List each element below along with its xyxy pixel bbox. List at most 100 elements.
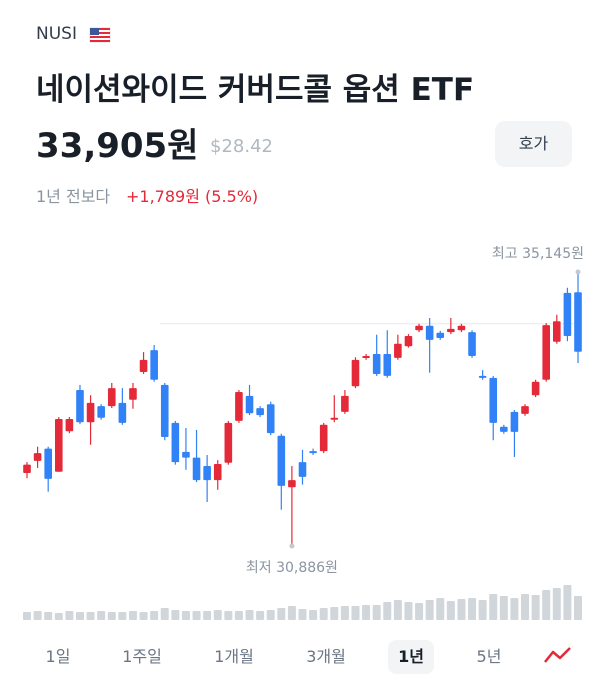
candle-body	[160, 384, 169, 438]
candle-body	[44, 448, 52, 479]
candle-body	[489, 377, 498, 423]
volume-bar	[393, 600, 402, 620]
volume-bar	[489, 594, 498, 620]
candle-body	[97, 406, 105, 418]
candle-body	[436, 332, 445, 338]
volume-bar	[224, 611, 233, 620]
candle-body	[309, 451, 317, 454]
volume-bar	[171, 610, 180, 620]
candle-body	[351, 359, 360, 387]
volume-bar	[510, 598, 519, 620]
candle-body	[54, 419, 63, 472]
volume-bar	[319, 608, 328, 620]
order-book-button[interactable]: 호가	[495, 121, 572, 167]
candle-body	[182, 451, 190, 458]
candle-body	[415, 325, 423, 331]
range-tab[interactable]: 5년	[476, 647, 502, 666]
volume-bar	[245, 610, 254, 620]
volume-bar	[309, 610, 318, 620]
volume-bar	[404, 602, 413, 620]
low-dot	[289, 543, 295, 549]
volume-bar	[542, 590, 551, 620]
candle-body	[266, 404, 275, 434]
volume-bar	[436, 598, 445, 620]
candle-body	[383, 354, 392, 376]
volume-bar	[425, 600, 434, 620]
volume-bar	[213, 610, 222, 620]
volume-bar	[446, 601, 455, 620]
us-flag	[89, 27, 111, 43]
candle-body	[33, 453, 42, 461]
volume-bar	[563, 585, 572, 620]
volume-bar	[298, 609, 307, 620]
volume-bar	[44, 612, 53, 620]
volume-bar	[181, 611, 190, 620]
candle-body	[521, 406, 529, 414]
volume-bar	[23, 612, 31, 620]
volume-bar	[266, 610, 275, 620]
candle-body	[510, 411, 519, 432]
candle-body	[394, 343, 402, 358]
candle-body	[235, 391, 243, 421]
candle-body	[277, 435, 286, 486]
volume-bar	[478, 600, 487, 620]
volume-bar	[54, 613, 63, 620]
volume-bar	[97, 611, 106, 620]
candle-body	[150, 350, 158, 380]
usd-price: $28.42	[210, 136, 273, 157]
volume-bar	[33, 611, 42, 620]
candle-body	[224, 422, 233, 463]
candle-body	[542, 325, 551, 380]
candle-body	[118, 402, 127, 423]
range-tab[interactable]: 1주일	[122, 647, 162, 666]
volume-bar	[150, 611, 159, 620]
range-tab[interactable]: 1개월	[214, 647, 254, 666]
volume-bar	[118, 612, 127, 620]
candle-body	[65, 419, 74, 432]
candle-body	[372, 354, 381, 374]
candle-body	[553, 321, 561, 342]
low-label: 최저 30,886원	[246, 560, 338, 576]
candle-body	[574, 292, 582, 352]
change-label: 1년 전보다	[36, 187, 111, 206]
price: 33,905원	[36, 126, 199, 166]
volume-bar	[139, 612, 148, 620]
candle-body	[213, 464, 222, 481]
range-tab[interactable]: 3개월	[306, 647, 346, 666]
candle-body	[468, 332, 476, 356]
candle-body	[404, 336, 413, 347]
candle-body	[86, 402, 95, 423]
candle-body	[457, 325, 466, 331]
volume-bar	[531, 595, 540, 620]
volume-bar	[65, 611, 74, 620]
volume-bar	[107, 612, 116, 620]
volume-bar	[574, 596, 582, 620]
candle-body	[129, 388, 137, 400]
volume-bar	[234, 611, 243, 620]
volume-bar	[457, 599, 466, 620]
volume-bar	[552, 588, 561, 620]
range-tab[interactable]: 1일	[45, 647, 71, 666]
volume-bar	[362, 605, 371, 620]
candle-body	[192, 457, 201, 481]
candle-body	[478, 375, 487, 378]
candle-body	[500, 426, 508, 432]
candle-body	[245, 395, 254, 414]
candle-body	[330, 417, 339, 420]
candle-body	[531, 381, 540, 396]
volume-bar	[415, 603, 424, 620]
candle-body	[23, 464, 31, 474]
chart-icon[interactable]	[544, 647, 571, 663]
candle-body	[107, 388, 116, 407]
high-label: 최고 35,145원	[492, 246, 584, 262]
volume-bar	[128, 611, 137, 620]
title: 네이션와이드 커버드콜 옵션 ETF	[36, 72, 475, 108]
volume-bar	[468, 598, 477, 620]
volume-bar	[499, 596, 508, 620]
candle-body	[203, 465, 211, 481]
volume-bar	[383, 602, 392, 620]
volume-bar	[277, 608, 286, 620]
range-tab[interactable]: 1년	[388, 640, 434, 674]
volume-bar	[340, 606, 349, 620]
